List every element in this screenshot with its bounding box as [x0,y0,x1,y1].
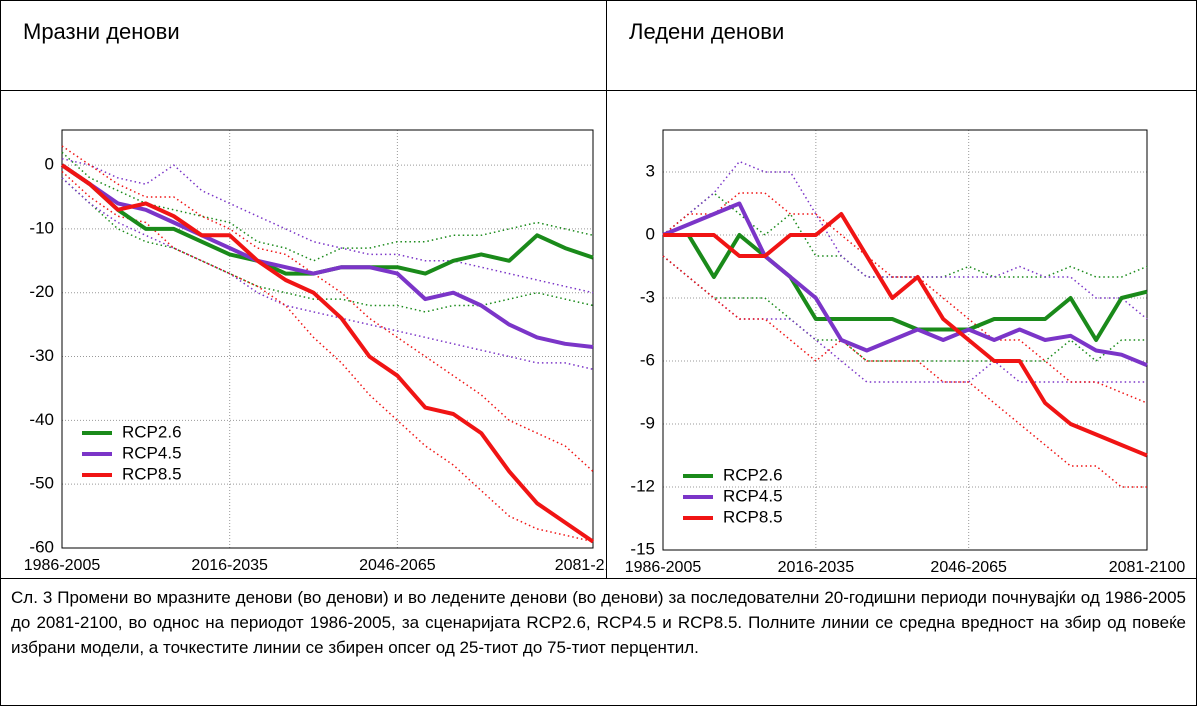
y-tick-label: -6 [640,350,655,369]
percentile-line [61,157,594,294]
percentile-line [662,255,1147,362]
y-tick-label: -20 [29,282,54,301]
x-tick-label: 2016-2035 [191,557,268,574]
plot-frame [662,129,1148,551]
figure-caption: Сл. 3 Промени во мразните денови (во ден… [0,578,1197,706]
x-tick-label: 1986-2005 [625,559,702,576]
percentile-line [662,160,1148,320]
y-tick-label: -9 [640,413,655,432]
y-tick-label: -3 [640,287,655,306]
percentile-line [662,255,1147,488]
y-tick-label: -40 [29,410,54,429]
legend-label: RCP4.5 [122,443,182,462]
percentile-line [61,151,594,262]
y-tick-label: 3 [646,161,655,180]
column-header: Ледени денови [606,0,1197,91]
y-tick-label: -60 [29,537,54,556]
x-tick-label: 2081-2100 [1109,559,1186,576]
x-tick-label: 2046-2065 [359,557,436,574]
x-tick-label: 2046-2065 [930,559,1007,576]
mean-line [60,163,594,349]
plot-frame [61,129,594,549]
mean-line [60,163,594,276]
y-tick-label: -10 [29,218,54,237]
y-tick-label: -30 [29,346,54,365]
mean-line [60,163,595,544]
percentile-line [61,177,594,371]
x-tick-label: 2016-2035 [778,559,855,576]
legend-label: RCP2.6 [723,465,783,484]
legend-label: RCP8.5 [122,464,182,483]
y-tick-label: -50 [29,474,54,493]
y-tick-label: 0 [45,155,54,174]
y-tick-label: -12 [630,476,655,495]
y-tick-label: 0 [646,224,655,243]
y-tick-label: -15 [630,539,655,558]
x-tick-label: 1986-2005 [24,557,101,574]
mean-line [662,201,1148,368]
percentile-line [61,177,594,313]
legend-label: RCP4.5 [723,486,783,505]
percentile-line [662,255,1147,383]
legend-label: RCP8.5 [723,507,783,526]
mean-line [663,212,1148,458]
percentile-line [662,192,1148,404]
column-header: Мразни денови [0,0,607,91]
mean-line [663,233,1148,342]
legend-label: RCP2.6 [122,422,182,441]
x-tick-label: 2081-2100 [555,557,606,574]
